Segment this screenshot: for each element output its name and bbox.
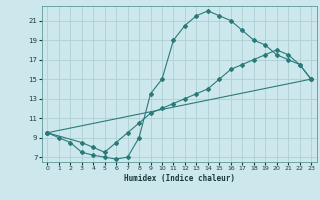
X-axis label: Humidex (Indice chaleur): Humidex (Indice chaleur) — [124, 174, 235, 183]
